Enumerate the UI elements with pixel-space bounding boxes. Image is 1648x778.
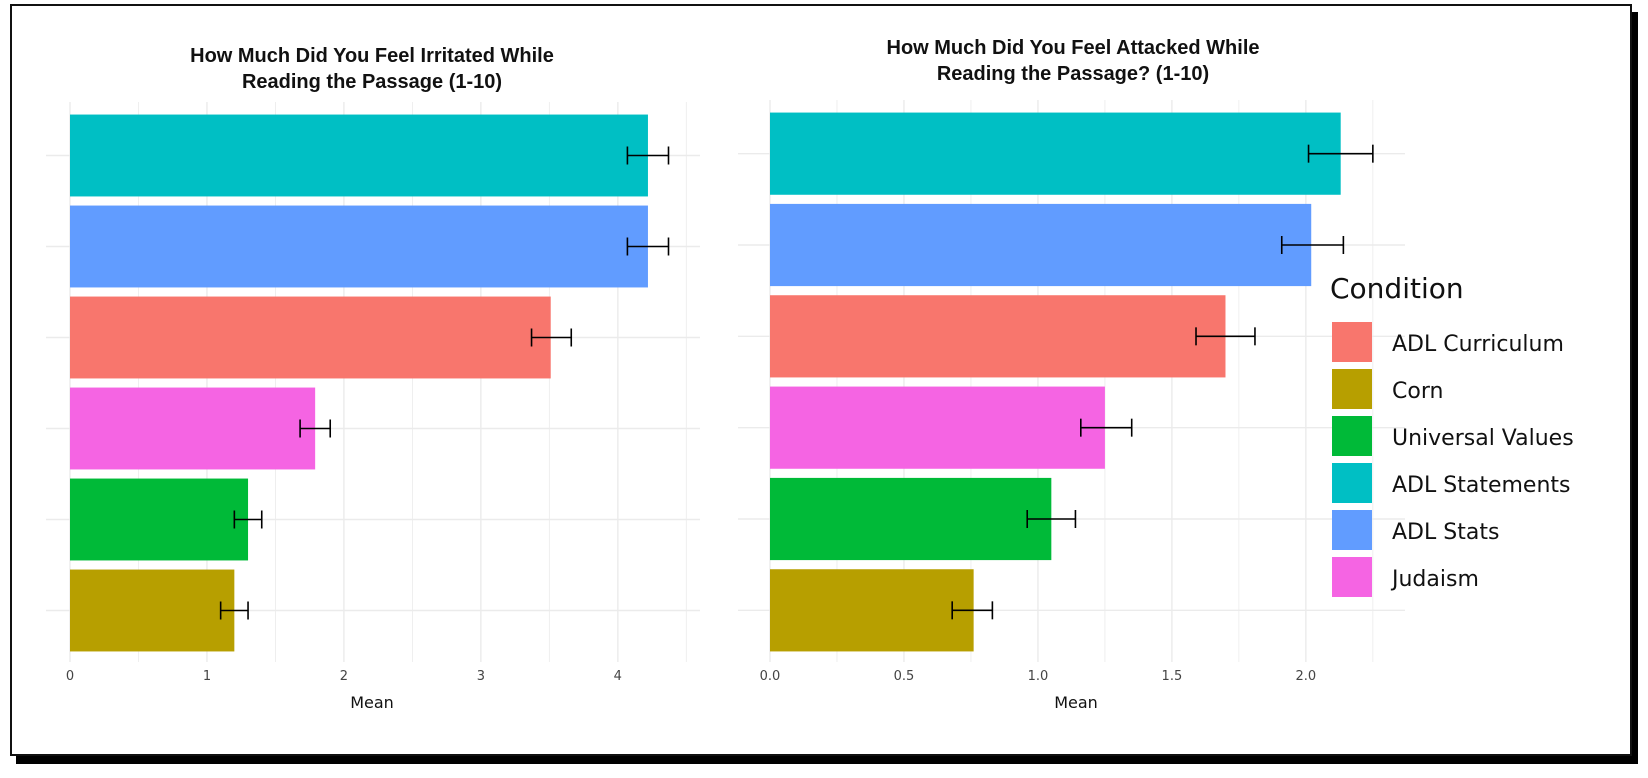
attacked-error-bar-judaism (1080, 418, 1133, 437)
irritated-error-bar-judaism (299, 419, 332, 438)
irritated-x-tick-label: 1 (203, 669, 211, 684)
irritated-bar-corn (70, 569, 235, 652)
attacked-title-line-2: Reading the Passage? (1-10) (937, 63, 1209, 85)
attacked-bar-corn (770, 569, 974, 652)
attacked-bar-adl-stats (770, 203, 1312, 287)
irritated-error-bar-adl-stats (626, 237, 670, 256)
legend-swatch-universal-values (1332, 416, 1372, 456)
attacked-bar-adl-statements (770, 112, 1341, 195)
attacked-bar-judaism (770, 386, 1105, 469)
irritated-bar-adl-curriculum (70, 296, 551, 379)
irritated-bar-adl-stats (70, 205, 648, 288)
legend-label-universal-values: Universal Values (1392, 426, 1574, 451)
attacked-error-bar-universal-values (1026, 510, 1077, 528)
attacked-error-bar-adl-curriculum (1195, 327, 1256, 346)
attacked-bar-adl-curriculum (770, 295, 1226, 378)
attacked-error-bars (951, 144, 1374, 620)
legend-swatch-judaism (1332, 557, 1372, 597)
attacked-x-tick-label: 1.0 (1028, 669, 1049, 684)
legend: Condition ADL Curriculum Corn Universal Va… (1330, 272, 1574, 597)
irritated-bar-universal-values (70, 478, 249, 561)
legend-swatch-corn (1332, 369, 1372, 409)
legend-label-adl-curriculum: ADL Curriculum (1392, 332, 1564, 357)
attacked-x-tick-label: 2.0 (1296, 669, 1317, 684)
legend-label-adl-statements: ADL Statements (1392, 473, 1570, 498)
legend-swatch-adl-stats (1332, 510, 1372, 550)
irritated-bars (70, 114, 648, 652)
legend-swatch-adl-curriculum (1332, 322, 1372, 362)
legend-swatch-adl-statements (1332, 463, 1372, 503)
attacked-chart-panel: 0.0 0.5 1.0 1.5 2.0 How Much Did You Feel At… (738, 37, 1405, 712)
irritated-x-tick-label: 4 (614, 669, 622, 684)
irritated-x-tick-label: 2 (340, 669, 348, 684)
attacked-title-line-1: How Much Did You Feel Attacked While (887, 37, 1260, 59)
irritated-error-bar-corn (219, 601, 249, 620)
attacked-bar-universal-values (770, 477, 1052, 561)
attacked-error-bar-adl-statements (1307, 144, 1374, 163)
attacked-x-tick-label: 0.5 (894, 669, 915, 684)
legend-label-judaism: Judaism (1390, 567, 1479, 592)
attacked-x-tick-label: 0.0 (760, 669, 781, 684)
attacked-error-bar-adl-stats (1280, 236, 1345, 254)
irritated-x-ticks: 0 1 2 3 4 (66, 669, 622, 684)
legend-label-adl-stats: ADL Stats (1392, 520, 1499, 545)
attacked-x-tick-label: 1.5 (1162, 669, 1183, 684)
attacked-x-ticks: 0.0 0.5 1.0 1.5 2.0 (760, 669, 1317, 684)
irritated-bar-adl-statements (70, 114, 648, 197)
irritated-error-bar-adl-curriculum (530, 328, 573, 347)
legend-items: ADL Curriculum Corn Universal Values ADL St… (1332, 322, 1574, 597)
irritated-bar-judaism (70, 387, 316, 470)
irritated-x-tick-label: 3 (477, 669, 485, 684)
attacked-bars (770, 112, 1341, 652)
legend-label-corn: Corn (1392, 379, 1443, 404)
irritated-chart-panel: 0 1 2 3 4 How Much Did You Feel Irritated Wh… (46, 45, 700, 712)
legend-title: Condition (1330, 272, 1464, 305)
irritated-title-line-2: Reading the Passage (1-10) (242, 71, 502, 93)
irritated-error-bars (219, 146, 670, 620)
irritated-error-bar-universal-values (233, 510, 263, 529)
irritated-x-axis-label: Mean (350, 693, 394, 712)
irritated-error-bar-adl-statements (626, 146, 670, 165)
irritated-title-line-1: How Much Did You Feel Irritated While (190, 45, 554, 67)
attacked-error-bar-corn (951, 601, 994, 620)
attacked-x-axis-label: Mean (1054, 693, 1098, 712)
irritated-x-tick-label: 0 (66, 669, 74, 684)
